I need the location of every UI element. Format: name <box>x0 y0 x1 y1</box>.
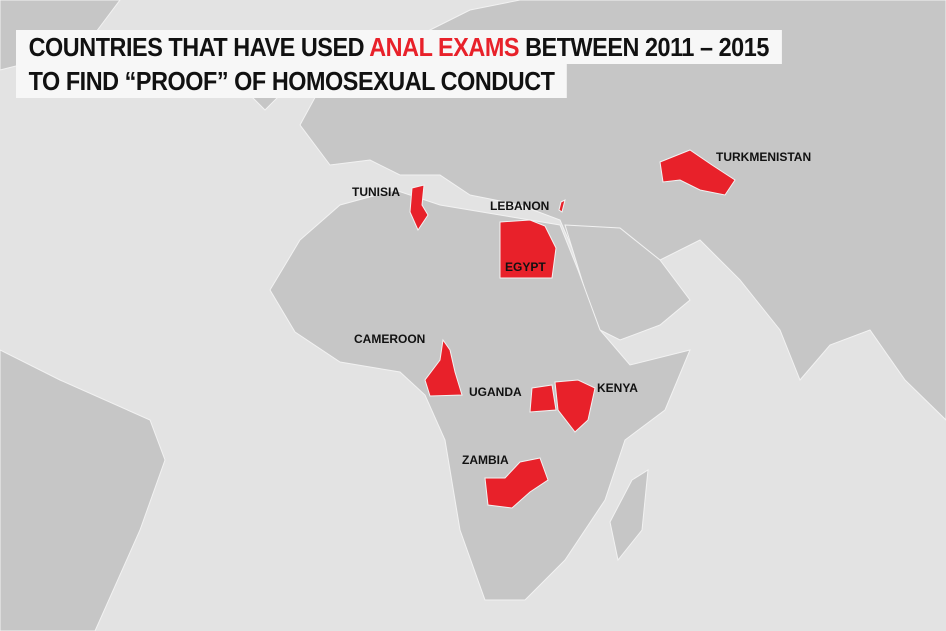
label-cameroon: CAMEROON <box>354 332 426 346</box>
country-tunisia[interactable] <box>409 184 429 232</box>
title-highlight: ANAL EXAMS <box>369 32 520 62</box>
title-text: COUNTRIES THAT HAVE USED <box>28 32 365 62</box>
south-america-landmass <box>0 349 166 631</box>
label-lebanon: LEBANON <box>490 199 550 213</box>
africa-landmass <box>269 189 691 601</box>
eurasia-landmass <box>299 0 946 421</box>
label-zambia: ZAMBIA <box>462 453 509 467</box>
label-kenya: KENYA <box>597 381 638 395</box>
label-uganda: UGANDA <box>469 385 522 399</box>
title-text: BETWEEN 2011 – 2015 <box>525 32 769 62</box>
country-kenya[interactable] <box>554 379 596 433</box>
madagascar-landmass <box>609 469 649 562</box>
country-zambia[interactable] <box>484 457 549 509</box>
country-turkmenistan[interactable] <box>659 149 736 196</box>
label-turkmenistan: TURKMENISTAN <box>716 150 812 164</box>
country-cameroon[interactable] <box>424 338 463 397</box>
country-uganda[interactable] <box>529 384 557 413</box>
map-title-line-1: COUNTRIES THAT HAVE USED ANAL EXAMS BETW… <box>16 30 782 64</box>
label-tunisia: TUNISIA <box>352 185 400 199</box>
map-title-line-2: TO FIND “PROOF” OF HOMOSEXUAL CONDUCT <box>16 64 568 98</box>
country-lebanon[interactable] <box>558 199 566 213</box>
label-egypt: EGYPT <box>505 260 546 274</box>
country-egypt[interactable] <box>499 219 557 279</box>
